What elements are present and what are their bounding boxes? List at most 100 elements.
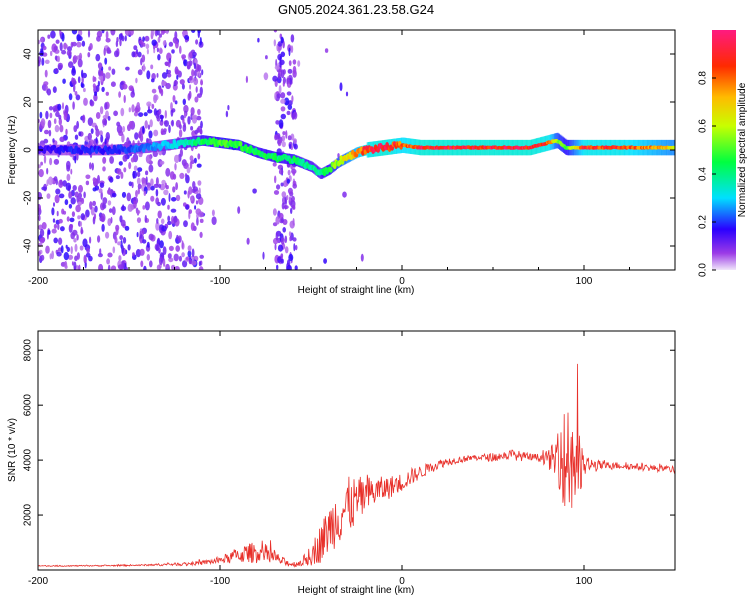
noise-speckle (118, 33, 123, 41)
noise-speckle (179, 172, 185, 179)
noise-speckle (194, 205, 197, 210)
noise-speckle (119, 38, 122, 47)
noise-speckle (287, 104, 293, 110)
noise-speckle (58, 117, 62, 126)
noise-speckle (191, 114, 198, 120)
noise-speckle (285, 130, 288, 139)
noise-speckle (181, 54, 187, 60)
noise-speckle (101, 30, 105, 34)
colorbar-scale (712, 30, 736, 270)
noise-speckle (58, 114, 62, 120)
noise-speckle (162, 246, 167, 256)
noise-speckle (57, 223, 60, 230)
noise-speckle (123, 167, 127, 173)
y-tick-label: 40 (23, 48, 34, 60)
noise-speckle (101, 223, 105, 232)
noise-speckle (287, 169, 291, 176)
noise-speckle (100, 75, 104, 83)
noise-speckle (107, 252, 113, 258)
noise-speckle (112, 246, 116, 254)
noise-speckle (158, 256, 164, 266)
noise-speckle (287, 187, 293, 195)
noise-speckle (83, 97, 88, 106)
noise-speckle (135, 209, 141, 215)
x-tick-label: -100 (210, 576, 230, 587)
noise-speckle (288, 60, 292, 66)
noise-speckle (139, 248, 145, 256)
noise-speckle (47, 34, 51, 39)
noise-speckle (174, 79, 177, 86)
noise-speckle (189, 155, 194, 162)
noise-speckle (275, 216, 281, 225)
noise-speckle (186, 256, 190, 261)
noise-speckle (294, 265, 298, 270)
noise-speckle (150, 185, 155, 191)
noise-speckle (156, 47, 159, 53)
noise-speckle (73, 83, 76, 93)
noise-speckle (38, 224, 43, 231)
noise-speckle (122, 154, 128, 162)
noise-speckle (101, 86, 105, 93)
noise-speckle (68, 191, 73, 199)
noise-speckle (89, 162, 92, 170)
noise-speckle (81, 76, 84, 84)
noise-speckle (168, 230, 173, 240)
noise-speckle (47, 176, 54, 186)
y-tick-label: -40 (23, 238, 34, 253)
noise-speckle (137, 187, 140, 195)
noise-speckle (227, 105, 230, 111)
noise-speckle (71, 211, 75, 218)
noise-speckle (161, 72, 168, 79)
noise-speckle (132, 252, 135, 257)
noise-speckle (55, 67, 58, 73)
noise-speckle (81, 40, 86, 47)
noise-speckle (90, 206, 95, 216)
noise-speckle (188, 258, 192, 265)
noise-speckle (138, 112, 144, 117)
noise-speckle (191, 69, 195, 77)
noise-speckle (78, 184, 83, 193)
noise-speckle (49, 157, 53, 166)
noise-speckle (186, 61, 191, 70)
noise-speckle (182, 117, 185, 125)
noise-speckle (127, 244, 131, 251)
noise-speckle (200, 120, 203, 129)
noise-speckle (144, 35, 150, 42)
noise-speckle (290, 34, 295, 43)
noise-speckle (293, 205, 296, 210)
noise-speckle (277, 256, 282, 263)
noise-speckle (274, 175, 277, 184)
x-tick-label: -200 (28, 576, 48, 587)
noise-speckle (146, 70, 151, 80)
noise-speckle (66, 164, 71, 172)
noise-speckle (342, 191, 347, 198)
noise-speckle (151, 88, 157, 94)
noise-speckle (122, 125, 126, 133)
noise-speckle (66, 246, 71, 252)
noise-speckle (60, 226, 65, 232)
noise-speckle (297, 60, 301, 67)
noise-speckle (171, 119, 175, 127)
noise-speckle (263, 72, 269, 81)
noise-speckle (146, 101, 152, 107)
noise-speckle (80, 229, 84, 234)
noise-speckle (102, 197, 108, 205)
noise-speckle (95, 137, 98, 144)
noise-speckle (38, 250, 41, 257)
snr-series-line (38, 363, 675, 568)
noise-speckle (61, 32, 65, 42)
noise-speckle (286, 78, 289, 85)
noise-speckle (274, 134, 278, 141)
noise-speckle (40, 161, 43, 166)
noise-speckle (188, 90, 192, 99)
colorbar-tick-label: 0.6 (698, 119, 709, 133)
noise-speckle (189, 84, 192, 90)
noise-speckle (153, 94, 158, 104)
noise-speckle (170, 108, 174, 117)
noise-speckle (51, 207, 55, 216)
noise-speckle (177, 235, 182, 243)
noise-speckle (56, 251, 62, 257)
noise-speckle (274, 92, 277, 100)
noise-speckle (288, 47, 291, 57)
noise-speckle (292, 237, 297, 242)
